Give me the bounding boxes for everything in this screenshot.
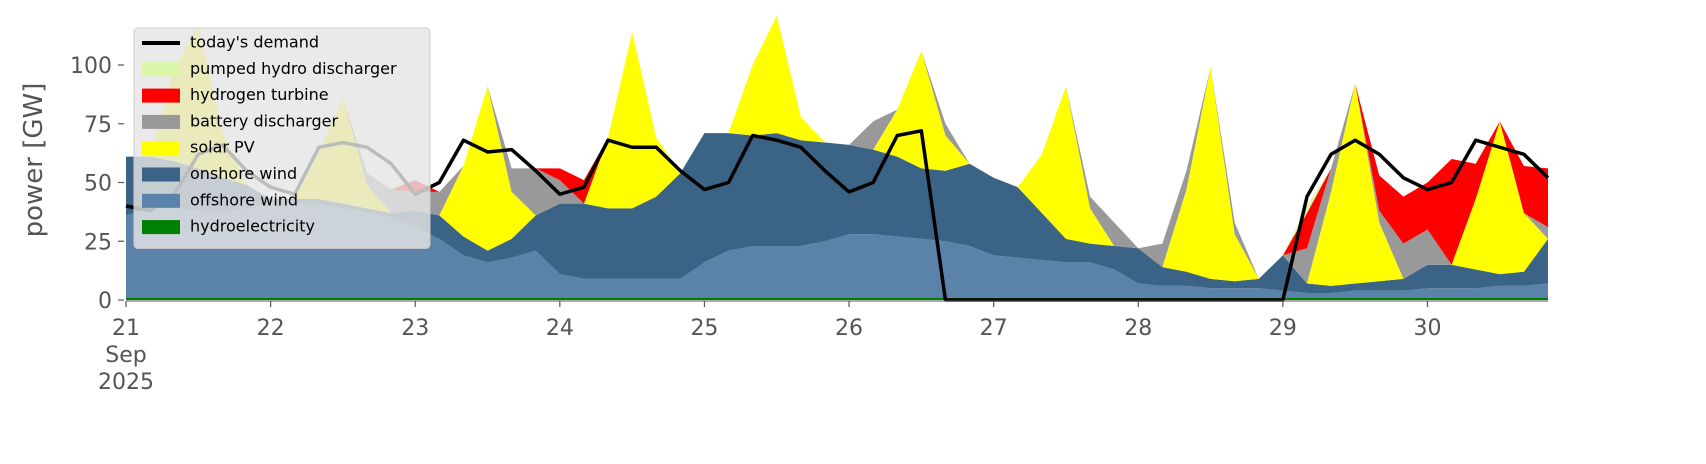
y-tick-label: 50 [84, 172, 112, 197]
x-tick-label: 29 [1269, 316, 1297, 341]
legend-swatch [142, 114, 180, 129]
x-tick-label: 26 [835, 316, 863, 341]
y-tick-label: 25 [84, 230, 112, 255]
legend-label: today's demand [190, 33, 319, 52]
legend-swatch [142, 62, 180, 77]
legend-swatch [142, 193, 180, 208]
area [126, 203, 1548, 298]
area [126, 15, 1548, 286]
legend-label: hydroelectricity [190, 217, 315, 236]
legend-label: battery discharger [190, 111, 338, 130]
x-tick-label: 30 [1413, 316, 1441, 341]
y-tick-label: 100 [70, 54, 112, 79]
x-tick-label: 28 [1124, 316, 1152, 341]
y-axis-label: power [GW] [19, 83, 49, 238]
x-tick-label: 22 [257, 316, 285, 341]
x-tick-label: 25 [690, 316, 718, 341]
legend-swatch [142, 167, 180, 182]
x-tick-label: 21 Sep 2025 [98, 316, 154, 395]
legend: today's demand pumped hydro discharger hyd… [133, 27, 431, 249]
y-tick-label: 0 [98, 289, 112, 314]
x-tick-label: 24 [546, 316, 574, 341]
legend-label: hydrogen turbine [190, 85, 329, 104]
x-tick-label: 27 [980, 316, 1008, 341]
legend-swatch [142, 220, 180, 235]
legend-label: solar PV [190, 138, 255, 157]
legend-box [133, 27, 431, 249]
y-tick-label: 75 [84, 113, 112, 138]
legend-label: pumped hydro discharger [190, 59, 397, 78]
legend-swatch [142, 88, 180, 103]
legend-label: offshore wind [190, 190, 298, 209]
area [126, 15, 1548, 284]
legend-swatch [142, 141, 180, 156]
area [126, 133, 1548, 293]
x-tick-label: 23 [401, 316, 429, 341]
legend-label: onshore wind [190, 164, 297, 183]
area [126, 297, 1548, 300]
